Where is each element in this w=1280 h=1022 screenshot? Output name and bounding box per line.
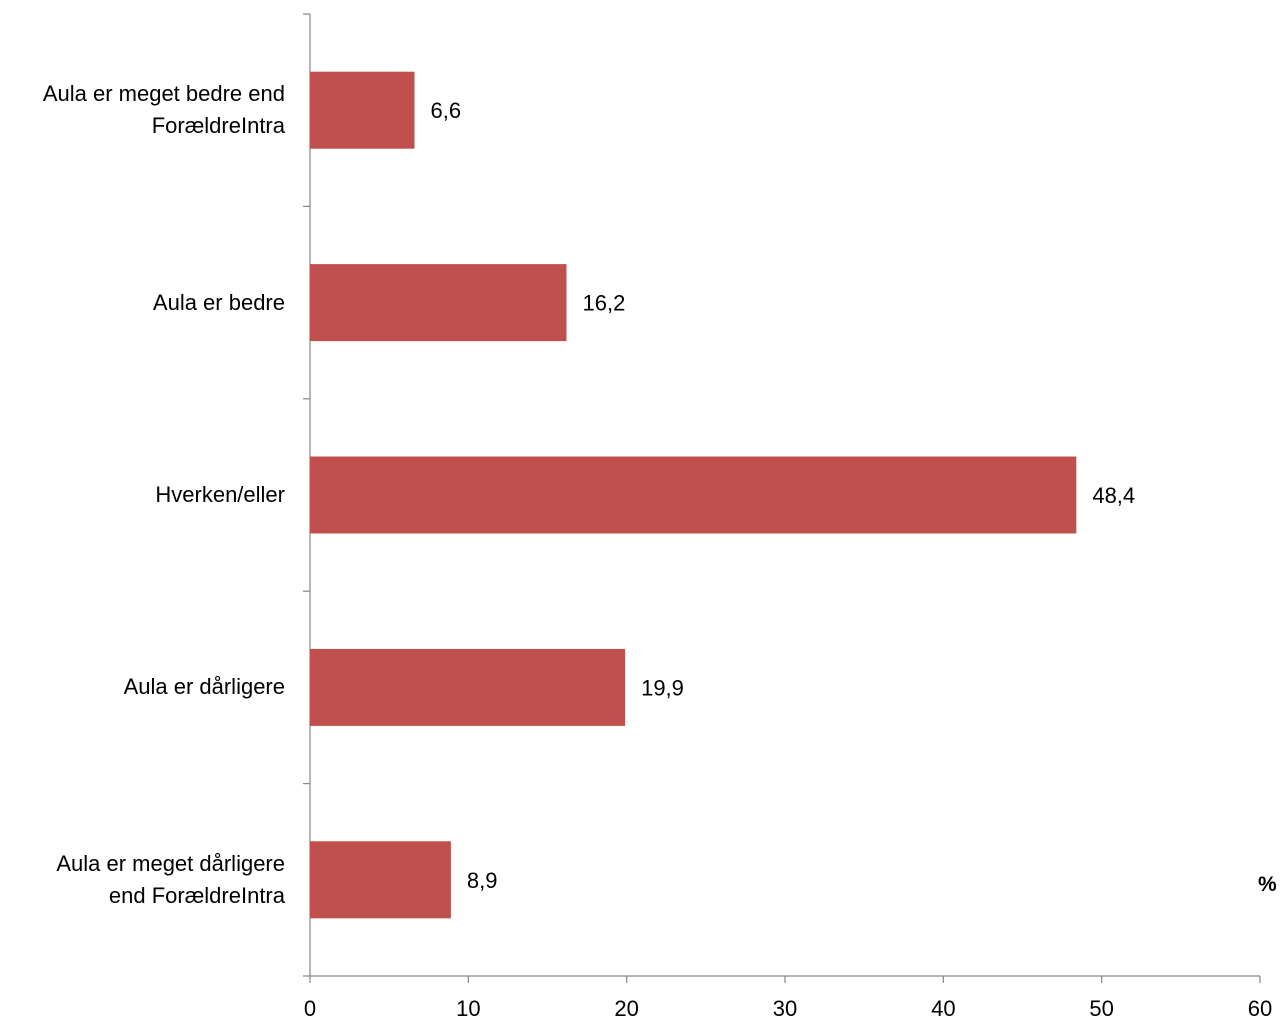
- category-label-line: Aula er meget bedre end: [42, 81, 285, 107]
- x-tick-label: 40: [931, 996, 955, 1021]
- data-label: 6,6: [431, 98, 462, 123]
- category-label: Aula er dårligere: [0, 671, 285, 703]
- x-tick-labels: 0 10 20 30 40 50 60: [304, 996, 1272, 1021]
- bars: [310, 71, 1077, 919]
- data-label: 16,2: [583, 291, 626, 316]
- category-label-line: Aula er bedre: [152, 289, 285, 315]
- x-unit-label: %: [1258, 873, 1277, 896]
- category-label-line: Hverken/eller: [155, 482, 285, 507]
- x-tick-label: 10: [456, 996, 480, 1021]
- category-label-line: end ForældreIntra: [108, 882, 285, 908]
- x-tick-label: 50: [1089, 996, 1113, 1021]
- category-label: Aula er meget bedre end ForældreIntra: [0, 78, 285, 142]
- category-label-line: ForældreIntra: [151, 113, 285, 139]
- data-label: 8,9: [467, 868, 498, 893]
- category-label: Aula er meget dårligere end ForældreIntra: [0, 848, 285, 912]
- bar: [310, 71, 415, 149]
- value-labels: 6,6 16,2 48,4 19,9 8,9: [431, 98, 1136, 893]
- x-tick-label: 60: [1248, 996, 1272, 1021]
- category-label-line: Aula er dårligere: [123, 674, 285, 700]
- category-label: Aula er bedre: [0, 287, 285, 319]
- x-tick-label: 20: [614, 996, 638, 1021]
- data-label: 19,9: [641, 675, 684, 700]
- x-tick-label: 30: [773, 996, 797, 1021]
- category-label-line: Aula er meget dårligere: [56, 850, 285, 876]
- bar: [310, 264, 567, 342]
- bar: [310, 456, 1077, 534]
- category-label: Hverken/eller: [0, 479, 285, 511]
- x-tick-label: 0: [304, 996, 316, 1021]
- bar: [310, 841, 451, 919]
- data-label: 48,4: [1092, 483, 1135, 508]
- bar: [310, 648, 626, 726]
